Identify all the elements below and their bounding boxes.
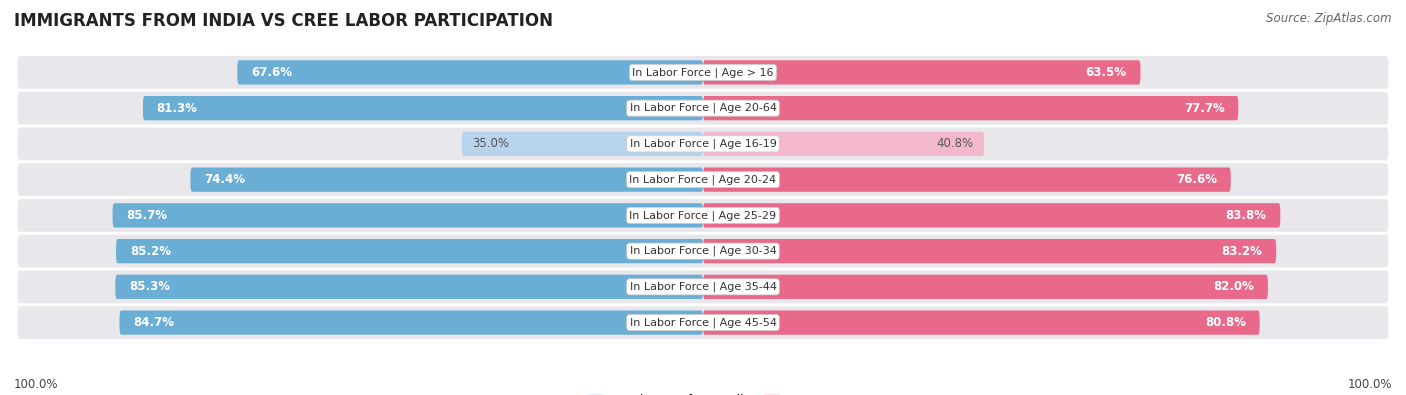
Text: Source: ZipAtlas.com: Source: ZipAtlas.com [1267,12,1392,25]
Text: 40.8%: 40.8% [936,137,974,150]
FancyBboxPatch shape [703,310,1260,335]
Legend: Immigrants from India, Cree: Immigrants from India, Cree [588,394,818,395]
Text: 63.5%: 63.5% [1085,66,1126,79]
FancyBboxPatch shape [703,60,1140,85]
Text: 85.7%: 85.7% [127,209,167,222]
Text: 100.0%: 100.0% [1347,378,1392,391]
Text: In Labor Force | Age 25-29: In Labor Force | Age 25-29 [630,210,776,221]
FancyBboxPatch shape [238,60,703,85]
FancyBboxPatch shape [17,92,1389,124]
FancyBboxPatch shape [463,132,703,156]
FancyBboxPatch shape [703,239,1277,263]
Text: 83.8%: 83.8% [1226,209,1267,222]
Text: In Labor Force | Age 20-64: In Labor Force | Age 20-64 [630,103,776,113]
FancyBboxPatch shape [703,96,1239,120]
Text: In Labor Force | Age 16-19: In Labor Force | Age 16-19 [630,139,776,149]
FancyBboxPatch shape [17,306,1389,339]
Text: 74.4%: 74.4% [204,173,245,186]
FancyBboxPatch shape [17,271,1389,303]
FancyBboxPatch shape [17,199,1389,232]
FancyBboxPatch shape [115,275,703,299]
FancyBboxPatch shape [17,56,1389,89]
Text: 85.3%: 85.3% [129,280,170,293]
Text: In Labor Force | Age 35-44: In Labor Force | Age 35-44 [630,282,776,292]
Text: IMMIGRANTS FROM INDIA VS CREE LABOR PARTICIPATION: IMMIGRANTS FROM INDIA VS CREE LABOR PART… [14,12,553,30]
Text: In Labor Force | Age 20-24: In Labor Force | Age 20-24 [630,174,776,185]
Text: 76.6%: 76.6% [1175,173,1218,186]
FancyBboxPatch shape [703,167,1230,192]
FancyBboxPatch shape [703,203,1281,228]
FancyBboxPatch shape [17,163,1389,196]
Text: In Labor Force | Age > 16: In Labor Force | Age > 16 [633,67,773,78]
Text: 85.2%: 85.2% [129,245,170,258]
Text: 84.7%: 84.7% [134,316,174,329]
FancyBboxPatch shape [703,275,1268,299]
Text: 67.6%: 67.6% [252,66,292,79]
Text: 100.0%: 100.0% [14,378,59,391]
Text: 82.0%: 82.0% [1213,280,1254,293]
FancyBboxPatch shape [120,310,703,335]
Text: 83.2%: 83.2% [1222,245,1263,258]
Text: 35.0%: 35.0% [472,137,509,150]
FancyBboxPatch shape [190,167,703,192]
Text: 81.3%: 81.3% [156,102,198,115]
FancyBboxPatch shape [112,203,703,228]
Text: In Labor Force | Age 45-54: In Labor Force | Age 45-54 [630,317,776,328]
Text: 77.7%: 77.7% [1184,102,1225,115]
FancyBboxPatch shape [117,239,703,263]
Text: In Labor Force | Age 30-34: In Labor Force | Age 30-34 [630,246,776,256]
FancyBboxPatch shape [17,128,1389,160]
Text: 80.8%: 80.8% [1205,316,1246,329]
FancyBboxPatch shape [17,235,1389,267]
FancyBboxPatch shape [703,132,984,156]
FancyBboxPatch shape [143,96,703,120]
